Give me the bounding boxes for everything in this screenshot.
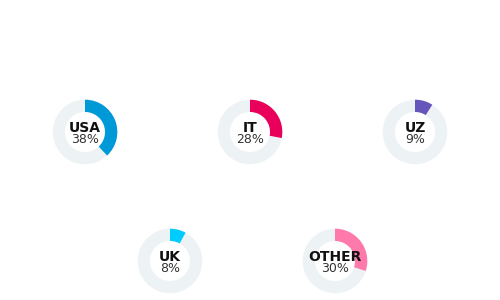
- Wedge shape: [218, 100, 282, 164]
- Text: UZ: UZ: [404, 121, 425, 135]
- Text: 28%: 28%: [236, 133, 264, 146]
- Text: IT: IT: [242, 121, 258, 135]
- Text: USA: USA: [69, 121, 101, 135]
- Text: UK: UK: [159, 250, 181, 264]
- Wedge shape: [302, 229, 368, 293]
- Wedge shape: [382, 100, 448, 164]
- Wedge shape: [415, 100, 432, 115]
- Wedge shape: [250, 100, 282, 138]
- Wedge shape: [85, 100, 117, 156]
- Wedge shape: [335, 229, 368, 271]
- Text: 38%: 38%: [71, 133, 99, 146]
- Text: 30%: 30%: [321, 262, 349, 275]
- Text: 8%: 8%: [160, 262, 180, 275]
- Wedge shape: [170, 229, 186, 243]
- Text: OTHER: OTHER: [308, 250, 362, 264]
- Wedge shape: [52, 100, 118, 164]
- Text: 9%: 9%: [405, 133, 425, 146]
- Wedge shape: [138, 229, 202, 293]
